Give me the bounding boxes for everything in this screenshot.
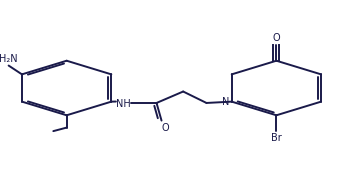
Text: NH: NH [116, 99, 130, 109]
Text: H₂N: H₂N [0, 54, 17, 64]
Text: Br: Br [271, 133, 282, 143]
Text: O: O [161, 123, 169, 133]
Text: O: O [272, 33, 280, 43]
Text: N: N [222, 97, 230, 107]
